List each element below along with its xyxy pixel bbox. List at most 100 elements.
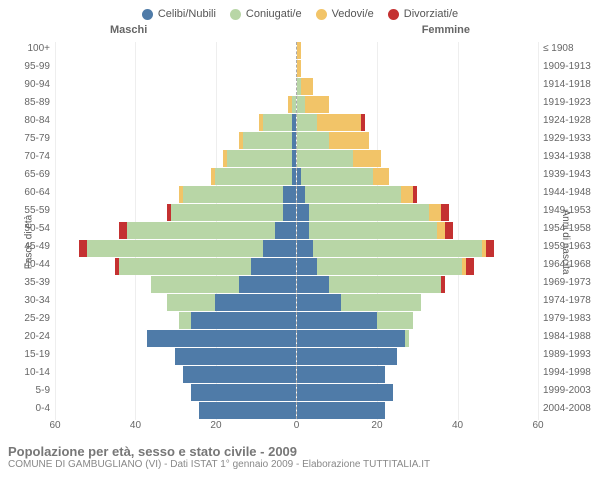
bar-segment — [309, 204, 430, 221]
age-label: 45-49 — [24, 242, 55, 252]
male-bar — [55, 384, 297, 401]
birth-year-label: 1959-1963 — [538, 242, 591, 252]
bar-segment — [486, 240, 494, 257]
female-bar — [297, 114, 539, 131]
age-label: 0-4 — [36, 404, 55, 414]
legend-swatch — [316, 9, 327, 20]
male-bar — [55, 168, 297, 185]
pyramid-row: 55-591949-1953 — [55, 204, 538, 221]
bar-segment — [353, 150, 381, 167]
male-bar — [55, 222, 297, 239]
birth-year-label: 1939-1943 — [538, 170, 591, 180]
bar-segment — [313, 240, 482, 257]
gender-labels: Maschi Femmine — [0, 24, 600, 42]
female-bar — [297, 132, 539, 149]
age-label: 5-9 — [36, 386, 55, 396]
bar-segment — [297, 276, 329, 293]
bar-segment — [317, 258, 462, 275]
female-bar — [297, 96, 539, 113]
bar-segment — [297, 42, 301, 59]
bar-segment — [292, 96, 296, 113]
age-label: 50-54 — [24, 224, 55, 234]
bar-segment — [401, 186, 413, 203]
age-label: 15-19 — [24, 350, 55, 360]
bar-segment — [305, 186, 402, 203]
bar-segment — [127, 222, 275, 239]
bar-segment — [292, 150, 296, 167]
pyramid-row: 10-141994-1998 — [55, 366, 538, 383]
bar-segment — [151, 276, 239, 293]
bar-segment — [437, 222, 445, 239]
bar-segment — [297, 402, 386, 419]
legend-swatch — [388, 9, 399, 20]
age-label: 55-59 — [24, 206, 55, 216]
male-bar — [55, 150, 297, 167]
age-label: 80-84 — [24, 116, 55, 126]
legend-item: Divorziati/e — [388, 8, 458, 20]
bar-segment — [405, 330, 409, 347]
female-bar — [297, 78, 539, 95]
legend-swatch — [230, 9, 241, 20]
birth-year-label: 1969-1973 — [538, 278, 591, 288]
male-bar — [55, 330, 297, 347]
legend-label: Vedovi/e — [332, 8, 374, 20]
pyramid-row: 0-42004-2008 — [55, 402, 538, 419]
female-bar — [297, 204, 539, 221]
bar-segment — [297, 132, 329, 149]
female-bar — [297, 240, 539, 257]
bar-segment — [441, 276, 445, 293]
birth-year-label: 1964-1968 — [538, 260, 591, 270]
x-tick-label: 40 — [130, 420, 141, 431]
legend-label: Divorziati/e — [404, 8, 458, 20]
bar-segment — [191, 312, 295, 329]
bar-segment — [275, 222, 295, 239]
bar-segment — [317, 114, 361, 131]
x-tick-label: 20 — [210, 420, 221, 431]
bar-segment — [183, 186, 283, 203]
pyramid-row: 70-741934-1938 — [55, 150, 538, 167]
pyramid-row: 35-391969-1973 — [55, 276, 538, 293]
female-bar — [297, 258, 539, 275]
pyramid-row: 75-791929-1933 — [55, 132, 538, 149]
birth-year-label: 2004-2008 — [538, 404, 591, 414]
female-bar — [297, 330, 539, 347]
bar-segment — [301, 168, 373, 185]
age-label: 35-39 — [24, 278, 55, 288]
male-bar — [55, 78, 297, 95]
pyramid-row: 50-541954-1958 — [55, 222, 538, 239]
pyramid-row: 95-991909-1913 — [55, 60, 538, 77]
bar-segment — [341, 294, 421, 311]
pyramid-row: 90-941914-1918 — [55, 78, 538, 95]
birth-year-label: 1984-1988 — [538, 332, 591, 342]
bar-segment — [239, 276, 295, 293]
bar-segment — [297, 294, 341, 311]
pyramid-row: 15-191989-1993 — [55, 348, 538, 365]
female-bar — [297, 42, 539, 59]
male-bar — [55, 60, 297, 77]
population-pyramid-chart: Celibi/NubiliConiugati/eVedovi/eDivorzia… — [0, 0, 600, 500]
pyramid-row: 25-291979-1983 — [55, 312, 538, 329]
bar-segment — [227, 150, 291, 167]
plot-area: Fasce di età Anni di nascita 100+≤ 19089… — [0, 42, 600, 442]
pyramid-row: 5-91999-2003 — [55, 384, 538, 401]
x-axis: 6040200204060 — [55, 420, 538, 442]
bar-segment — [175, 348, 295, 365]
bar-segment — [373, 168, 389, 185]
bar-segment — [297, 222, 309, 239]
legend: Celibi/NubiliConiugati/eVedovi/eDivorzia… — [0, 0, 600, 24]
bar-segment — [179, 312, 191, 329]
x-tick-label: 40 — [452, 420, 463, 431]
bar-segment — [292, 168, 296, 185]
bar-segment — [377, 312, 413, 329]
bar-segment — [199, 402, 295, 419]
age-label: 100+ — [27, 44, 55, 54]
birth-year-label: 1909-1913 — [538, 62, 591, 72]
bar-segment — [297, 312, 377, 329]
male-bar — [55, 132, 297, 149]
age-label: 60-64 — [24, 188, 55, 198]
birth-year-label: 1944-1948 — [538, 188, 591, 198]
male-bar — [55, 258, 297, 275]
bar-segment — [466, 258, 474, 275]
x-tick-label: 20 — [371, 420, 382, 431]
bar-segment — [301, 78, 313, 95]
